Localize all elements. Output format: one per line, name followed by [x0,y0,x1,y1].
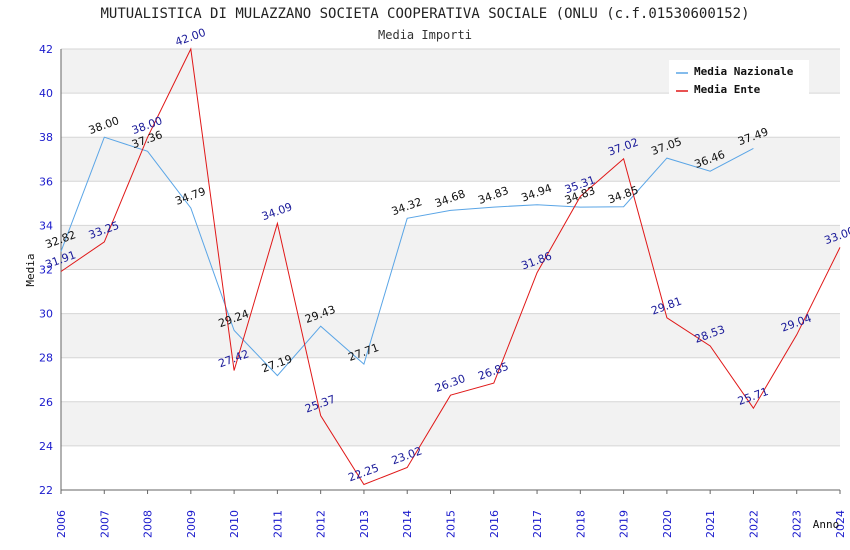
grid-lines [61,48,840,491]
chart-subtitle: Media Importi [378,28,472,42]
data-label-media-nazionale: 34.94 [520,182,554,205]
x-tick-label: 2010 [228,510,241,538]
legend: Media Nazionale Media Ente [669,60,809,100]
data-label-media-nazionale: 34.83 [476,184,510,207]
legend-label-media-nazionale: Media Nazionale [694,65,794,78]
x-tick-label: 2012 [315,510,328,538]
x-tick-label: 2015 [445,510,458,538]
grid-band [61,401,840,446]
data-label-media-ente: 42.00 [173,26,207,49]
y-tick-label: 42 [39,43,53,56]
data-label-media-nazionale: 38.00 [87,114,121,137]
legend-box [669,60,809,100]
x-tick-label: 2022 [747,510,760,538]
x-axis-title: Anno [813,518,840,531]
x-tick-label: 2009 [185,510,198,538]
x-tick-label: 2023 [791,510,804,538]
series-line-media-ente [60,47,841,486]
y-tick-label: 26 [39,396,53,409]
y-tick-label: 34 [39,219,53,232]
x-tick-labels: 2006 2007 2008 2009 2010 2011 2012 2013 2014 2015… [55,510,847,538]
x-tick-label: 2007 [98,510,111,538]
x-tick-label: 2020 [661,510,674,538]
y-tick-label: 32 [39,264,53,277]
series-lines [60,47,841,486]
y-tick-label: 38 [39,131,53,144]
grid-band [61,137,840,182]
y-tick-label: 36 [39,175,53,188]
chart-title: MUTUALISTICA DI MULAZZANO SOCIETA COOPER… [100,6,749,22]
x-tick-label: 2024 [834,510,847,538]
axes [60,49,841,494]
data-label-media-ente: 34.09 [260,200,294,223]
y-tick-label: 24 [39,440,53,453]
x-tick-label: 2021 [704,510,717,538]
data-label-media-nazionale: 34.79 [173,185,207,208]
x-tick-label: 2018 [574,510,587,538]
data-label-media-nazionale: 34.68 [433,187,467,210]
series-line-media-nazionale [60,136,754,377]
data-label-media-nazionale: 34.85 [606,183,640,206]
y-tick-label: 30 [39,308,53,321]
x-tick-label: 2013 [358,510,371,538]
legend-label-media-ente: Media Ente [694,83,761,96]
x-tick-label: 2014 [401,510,414,538]
data-label-media-ente: 23.02 [390,444,424,467]
y-tick-label: 28 [39,352,53,365]
y-tick-label: 40 [39,87,53,100]
x-tick-label: 2008 [142,510,155,538]
y-axis-title: Media [24,253,37,286]
data-label-media-nazionale: 34.32 [390,195,424,218]
grid-band [61,225,840,270]
x-tick-label: 2017 [531,510,544,538]
grid-bands [61,49,840,446]
x-tick-label: 2019 [618,510,631,538]
x-tick-label: 2006 [55,510,68,538]
y-tick-labels: 22 24 26 28 30 32 34 36 38 40 42 [39,43,53,497]
x-tick-label: 2016 [488,510,501,538]
grid-band [61,313,840,358]
x-tick-label: 2011 [271,510,284,538]
data-label-media-ente: 26.85 [476,360,510,383]
y-tick-label: 22 [39,484,53,497]
